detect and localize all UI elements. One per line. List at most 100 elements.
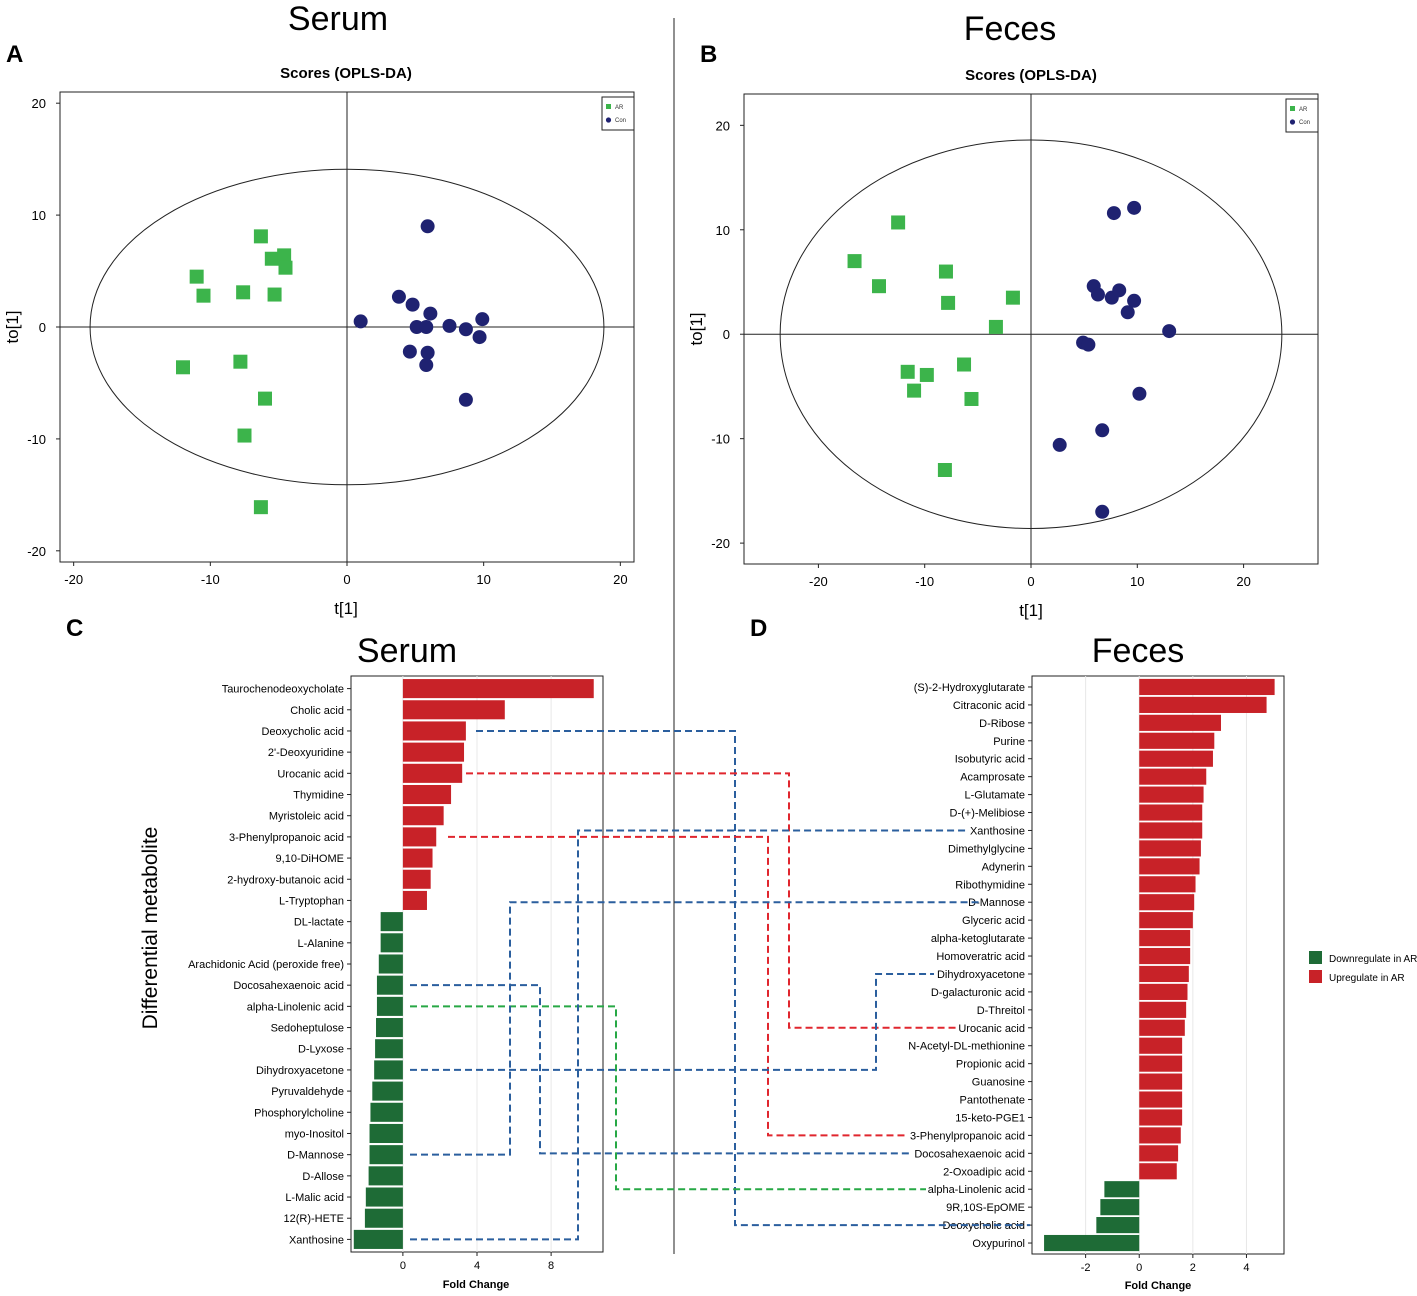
score-plot-feces: Scores (OPLS-DA) -20 -10 0 10 20 -20 -10 0 10 20 A… [687,67,1319,620]
point-ar [964,391,979,406]
category-label: Docosahexaenoic acid [233,980,344,992]
point-ar [957,357,972,372]
link-blue [410,972,934,1071]
bar [1139,768,1207,785]
category-label: alpha-ketoglutarate [931,933,1025,945]
x-axis-label: t[1] [1019,601,1043,620]
bar [1139,840,1201,857]
point-con [1112,283,1127,298]
legend-label-con: Con [615,118,626,124]
point-con [419,320,434,334]
category-label: 2'-Deoxyuridine [268,747,344,759]
point-con [458,322,473,337]
point-ar [278,260,293,275]
category-label: 3-Phenylpropanoic acid [910,1130,1025,1142]
point-con [402,344,417,359]
category-label: Acamprosate [960,772,1025,784]
category-label: D-galacturonic acid [931,987,1025,999]
point-ar [258,391,272,406]
bar [402,721,466,741]
bar [402,679,594,699]
legend-swatch-up [1309,970,1322,983]
bar [1139,786,1204,803]
bar [374,1060,403,1080]
bar [369,1123,403,1144]
bar [1100,1199,1140,1216]
legend-marker-ar [606,104,611,109]
bar [365,1187,403,1207]
bar [402,763,463,783]
bar [1139,804,1203,821]
point-ar [891,215,906,230]
legend-marker-con [605,117,612,123]
x-tick-label: -10 [915,574,934,589]
point-ar [237,428,252,443]
bar [1139,1019,1185,1036]
category-label: N-Acetyl-DL-methionine [908,1041,1025,1053]
x-tick-label: 0 [400,1260,406,1272]
legend-label-con: Con [1299,120,1310,126]
category-label: Cholic acid [290,705,344,717]
category-label: Myristoleic acid [269,811,344,823]
category-label: L-Malic acid [285,1192,344,1204]
bar [1139,678,1275,696]
point-con [458,392,473,407]
y-tick-label: 20 [32,96,46,111]
category-label: Guanosine [972,1077,1025,1089]
bar [1096,1217,1140,1234]
point-con [420,345,435,360]
category-label: Isobutyric acid [955,754,1025,766]
score-plot-title: Scores (OPLS-DA) [280,65,412,82]
category-label: Taurochenodeoxycholate [222,684,344,696]
category-label: Citraconic acid [953,700,1025,712]
panel-label-d: D [750,615,767,642]
x-axis-label: Fold Change [1125,1280,1192,1292]
y-tick-label: -20 [711,536,730,551]
category-label: alpha-Linolenic acid [928,1184,1025,1196]
x-axis-label: t[1] [334,599,358,618]
point-con [1127,200,1142,215]
legend-label-ar: AR [615,105,624,111]
fold-change-serum: 0 4 8 Taurochenodeoxycholate Cholic acid Deox… [139,675,604,1291]
y-axis-label: to[1] [3,310,22,343]
point-con [472,330,487,345]
category-label: 9,10-DiHOME [276,853,344,865]
bar [402,848,433,868]
legend-marker-con [1289,119,1296,125]
bar [1139,1091,1183,1108]
point-con [475,312,490,327]
category-label: 2-hydroxy-butanoic acid [227,874,344,886]
category-label: Oxypurinol [972,1238,1025,1250]
point-con [1095,504,1110,519]
x-tick-label: 4 [1243,1262,1249,1274]
bar [376,975,403,995]
category-label: 12(R)-HETE [283,1213,344,1225]
x-tick-label: -10 [201,572,220,587]
x-tick-label: 2 [1190,1262,1196,1274]
x-tick-label: 20 [613,572,627,587]
point-con [442,318,457,333]
regulation-legend: Downregulate in AR Upregulate in AR [1309,951,1417,984]
link-red [466,772,958,1029]
bar [378,954,403,974]
bar [1139,1001,1187,1018]
bar [1139,947,1191,965]
bar [368,1166,403,1186]
bar [402,890,427,910]
category-label: Xanthosine [289,1234,344,1246]
category-label: Homoveratric acid [936,951,1025,963]
bar [1139,1127,1181,1144]
bar [1139,894,1195,911]
bar [1104,1181,1140,1198]
panel-label-b: B [700,41,717,68]
bar [1139,1055,1183,1072]
point-con [1162,324,1177,339]
bar [1139,696,1267,713]
x-tick-label: 4 [474,1260,480,1272]
point-ar [847,254,862,269]
bar [1139,822,1203,839]
point-ar [1005,290,1020,305]
point-ar [937,463,952,477]
point-con [419,358,434,373]
